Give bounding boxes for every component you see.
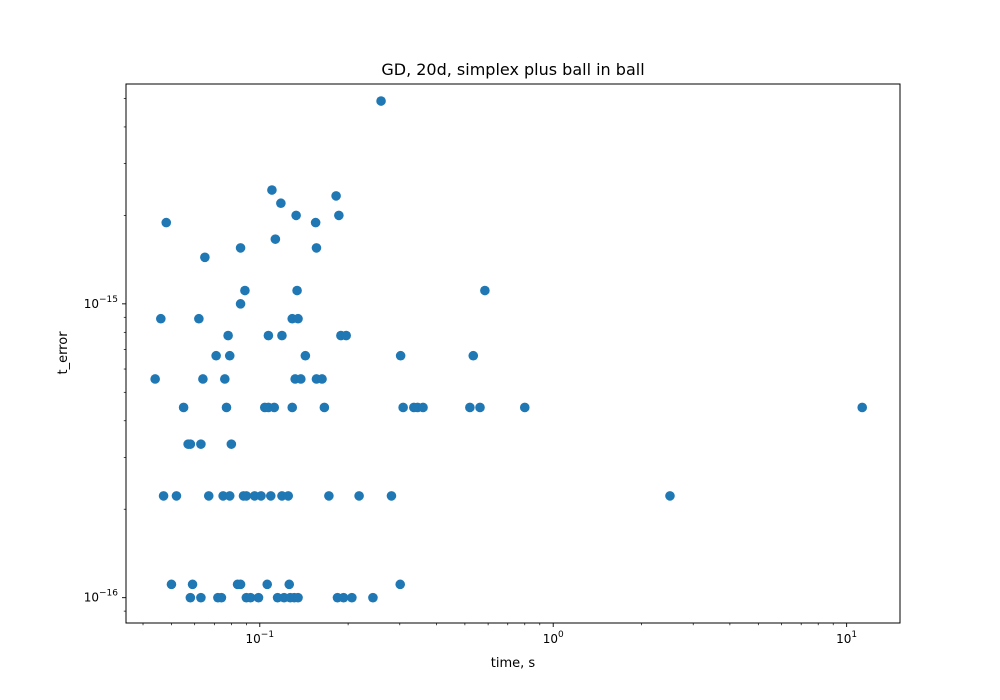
x-tick-label: 101	[836, 630, 857, 646]
data-point	[156, 313, 166, 324]
x-tick-label: 10−1	[246, 630, 275, 646]
data-point	[226, 439, 237, 449]
data-point	[857, 402, 868, 413]
data-point	[216, 592, 227, 603]
data-point	[334, 210, 344, 221]
data-point	[395, 350, 406, 361]
data-point	[211, 350, 221, 361]
data-point	[324, 491, 334, 501]
data-point	[354, 491, 364, 501]
data-point	[224, 491, 235, 501]
x-axis-label: time, s	[491, 656, 536, 671]
data-point	[331, 191, 341, 201]
data-point	[196, 439, 206, 449]
data-point	[293, 313, 303, 324]
data-point	[220, 374, 230, 384]
data-point	[218, 491, 228, 501]
data-point	[338, 592, 349, 603]
data-point	[386, 491, 397, 501]
data-point	[284, 579, 295, 590]
data-point	[203, 491, 214, 501]
data-point	[265, 491, 276, 501]
data-point	[291, 210, 301, 221]
data-point	[224, 350, 235, 361]
data-point	[269, 402, 280, 413]
data-point	[235, 579, 246, 590]
data-point	[395, 579, 406, 590]
y-tick-label: 10−16	[84, 589, 119, 605]
data-point	[287, 402, 298, 413]
data-point	[311, 243, 322, 253]
data-point	[277, 330, 287, 341]
data-point	[245, 592, 256, 603]
data-point	[341, 330, 351, 341]
data-point	[347, 592, 357, 603]
data-point	[185, 592, 196, 603]
data-point	[223, 330, 233, 341]
x-tick-label: 100	[543, 630, 564, 646]
data-point	[196, 592, 206, 603]
data-point	[161, 217, 172, 228]
plot-area-frame	[125, 83, 901, 624]
data-point	[158, 491, 169, 501]
data-point	[185, 439, 196, 449]
data-point	[480, 285, 490, 296]
x-axis-ticks: 10−1 100 101	[142, 623, 857, 646]
y-axis-label: t_error	[56, 331, 71, 375]
data-point	[310, 217, 321, 228]
data-point	[300, 350, 311, 361]
data-point	[468, 350, 479, 361]
data-point	[465, 402, 475, 413]
data-point	[398, 402, 408, 413]
data-point	[221, 402, 232, 413]
data-point	[171, 491, 182, 501]
data-point	[194, 313, 204, 324]
data-point	[262, 579, 273, 590]
data-point	[240, 285, 250, 296]
data-point	[283, 491, 294, 501]
data-point	[187, 579, 198, 590]
data-point	[270, 234, 281, 244]
data-point	[200, 252, 210, 263]
data-point	[418, 402, 428, 413]
data-point	[292, 285, 302, 296]
data-point	[166, 579, 177, 590]
data-point	[256, 491, 266, 501]
data-point	[319, 402, 330, 413]
data-point	[241, 491, 252, 501]
data-point	[317, 374, 327, 384]
data-point	[296, 374, 306, 384]
data-point	[368, 592, 378, 603]
y-axis-ticks: 10−16 10−15	[84, 98, 126, 612]
data-point	[267, 185, 277, 195]
data-point	[198, 374, 208, 384]
data-point	[150, 374, 160, 384]
data-points	[150, 96, 868, 603]
data-point	[519, 402, 530, 413]
data-point	[665, 491, 675, 501]
data-point	[475, 402, 485, 413]
data-point	[178, 402, 189, 413]
data-point	[376, 96, 386, 106]
data-point	[276, 198, 286, 209]
chart-title: GD, 20d, simplex plus ball in ball	[381, 60, 644, 79]
data-point	[253, 592, 264, 603]
data-point	[293, 592, 303, 603]
y-tick-label: 10−15	[84, 295, 118, 311]
data-point	[235, 243, 246, 253]
data-point	[235, 299, 246, 309]
data-point	[263, 330, 274, 341]
